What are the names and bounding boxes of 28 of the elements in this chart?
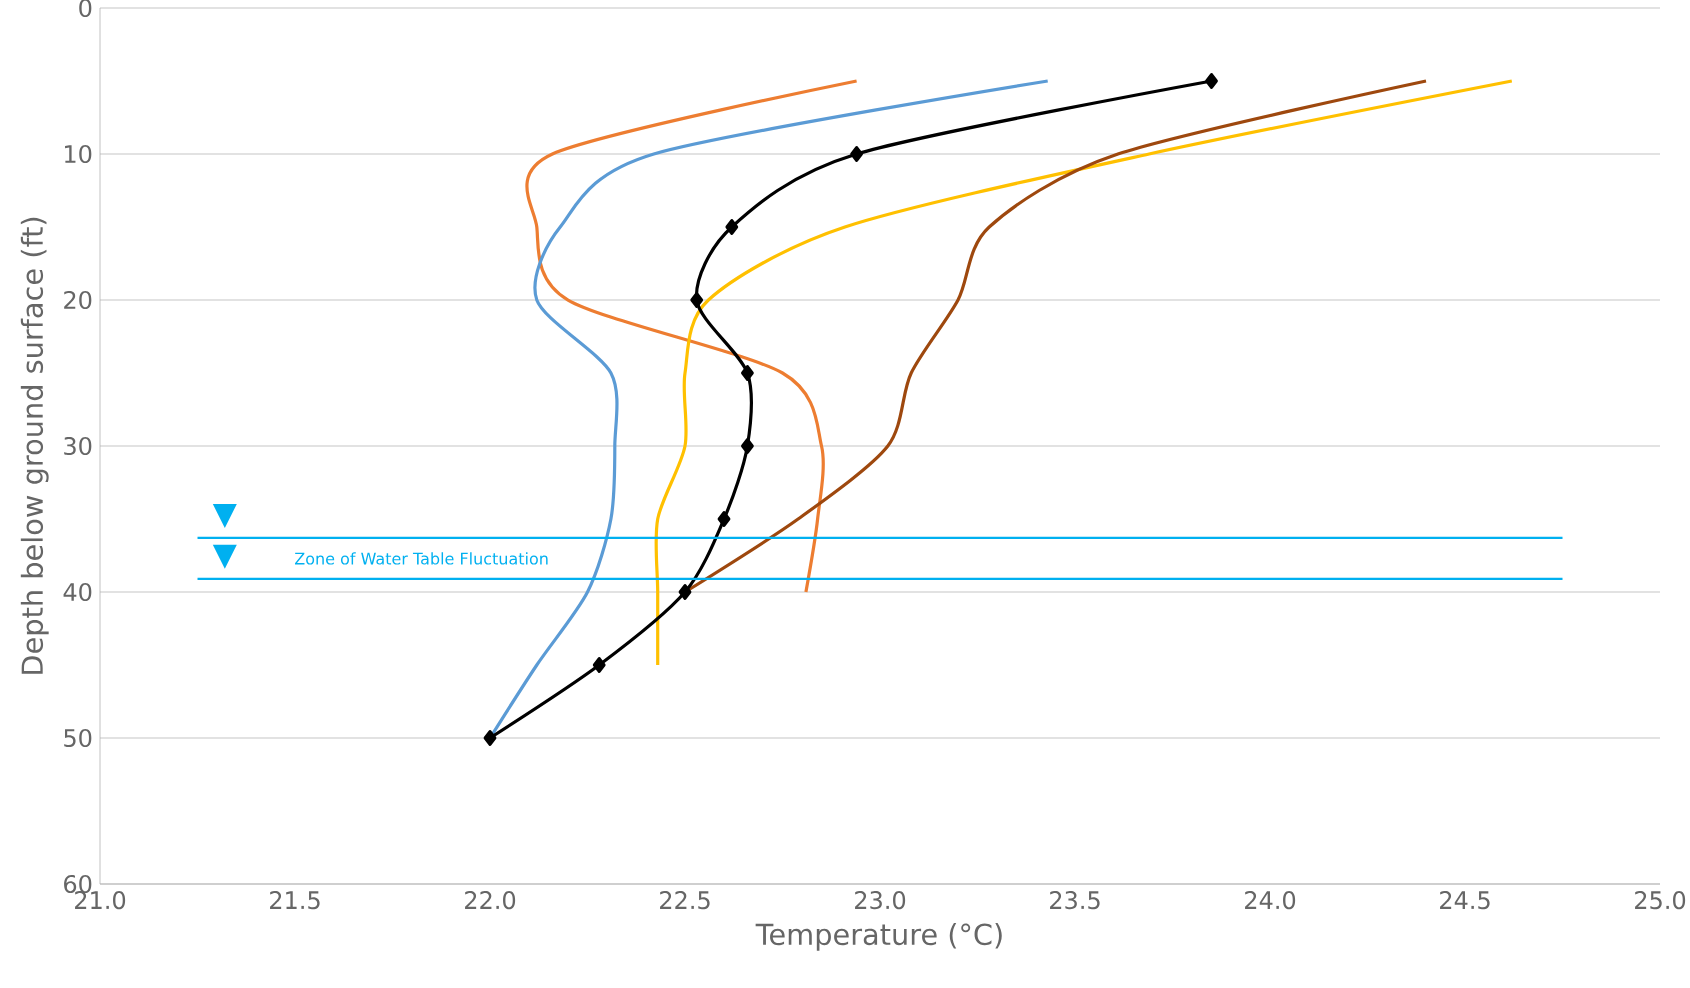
y-tick-label: 40: [63, 582, 92, 602]
y-tick-label: 50: [64, 728, 92, 748]
x-tick-label: 24.5: [1440, 891, 1490, 910]
x-tick-label: 21.0: [75, 891, 126, 910]
x-tick-label: 23.0: [855, 891, 906, 910]
x-tick-label: 24.0: [1245, 891, 1296, 910]
x-tick-label: 25.0: [1635, 891, 1686, 910]
y-tick-label: 20: [64, 290, 92, 310]
x-tick-label: 21.5: [270, 891, 320, 910]
y-axis-title: Depth below ground surface (ft): [20, 217, 49, 674]
x-tick-label: 22.0: [465, 891, 516, 910]
point: [483, 730, 497, 746]
point: [690, 291, 704, 308]
y-tick-label: 30: [64, 436, 92, 456]
ref-line-label: Zone of Water Table Fluctuation: [295, 552, 548, 565]
point: [678, 584, 692, 600]
x-tick-label: 23.5: [1050, 891, 1100, 910]
point: [741, 365, 754, 381]
point: [725, 219, 739, 235]
point: [850, 146, 864, 162]
point: [717, 511, 731, 527]
point: [741, 438, 754, 454]
point: [1205, 73, 1218, 89]
point: [592, 657, 606, 673]
x-tick-label: 22.5: [660, 891, 710, 910]
y-tick-label: 60: [64, 874, 92, 894]
y-tick-label: 10: [65, 144, 92, 164]
x-axis-title: Temperature (°C): [755, 922, 1002, 951]
